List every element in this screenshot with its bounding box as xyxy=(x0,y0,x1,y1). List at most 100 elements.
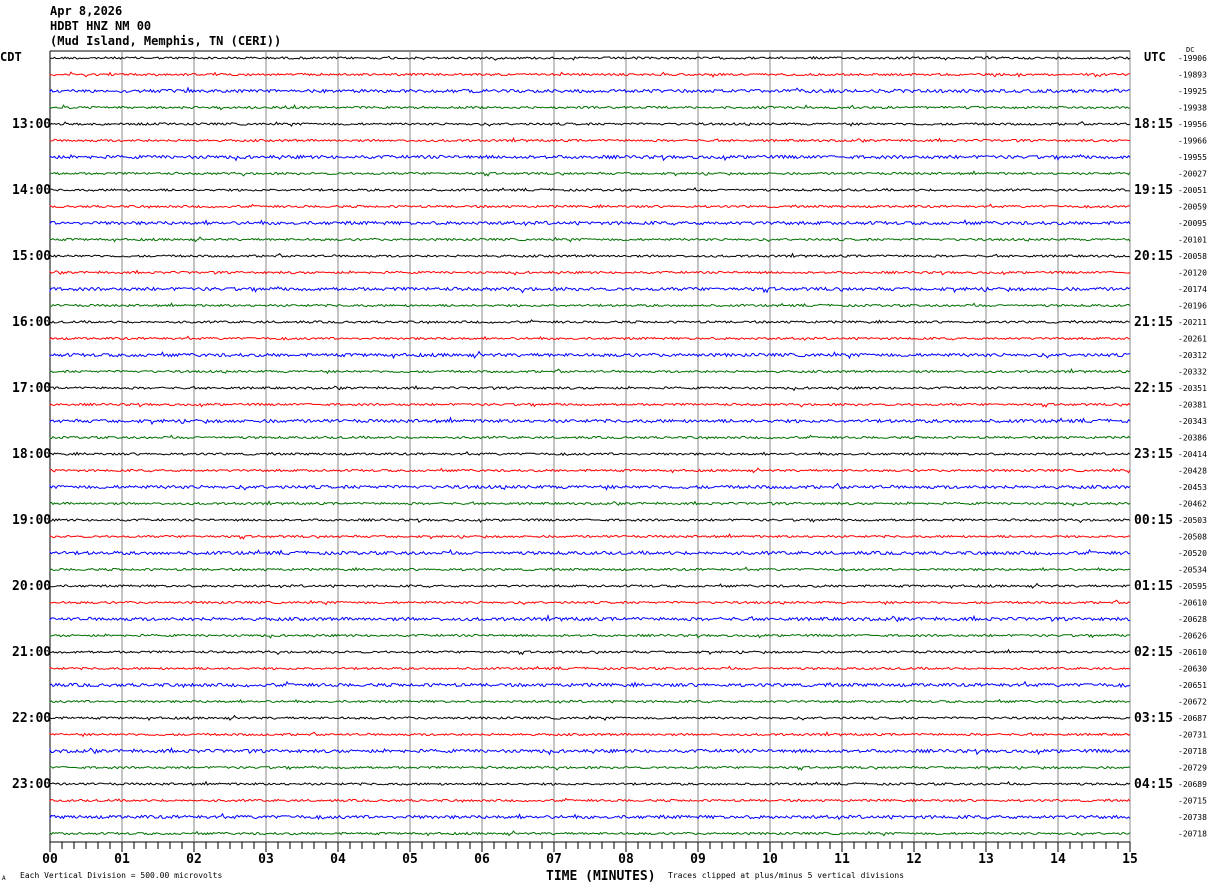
dc-offset-label: -20729 xyxy=(1178,764,1207,773)
dc-offset-label: -20211 xyxy=(1178,318,1207,327)
trace-line xyxy=(49,450,1131,457)
utc-hour-label: 21:15 xyxy=(1134,315,1173,330)
utc-hour-label: 22:15 xyxy=(1134,381,1173,396)
dc-offset-label: -19893 xyxy=(1178,71,1207,80)
dc-offset-label: -20534 xyxy=(1178,566,1207,575)
dc-offset-label: -20610 xyxy=(1178,648,1207,657)
dc-offset-label: -20630 xyxy=(1178,665,1207,674)
trace-line xyxy=(49,517,1131,524)
x-tick-label: 15 xyxy=(1122,852,1138,867)
trace-line xyxy=(49,71,1131,78)
cdt-hour-label: 15:00 xyxy=(12,249,51,264)
dc-offset-label: -20051 xyxy=(1178,186,1207,195)
clip-note: Traces clipped at plus/minus 5 vertical … xyxy=(668,871,904,880)
utc-hour-label: 23:15 xyxy=(1134,447,1173,462)
utc-hour-label: 01:15 xyxy=(1134,579,1173,594)
trace-line xyxy=(49,746,1131,756)
x-tick-label: 09 xyxy=(690,852,706,867)
dc-offset-label: -20381 xyxy=(1178,401,1207,410)
cdt-hour-label: 17:00 xyxy=(12,381,51,396)
trace-line xyxy=(49,86,1131,94)
dc-offset-label: -20626 xyxy=(1178,632,1207,641)
trace-line xyxy=(49,136,1131,143)
trace-line xyxy=(49,385,1131,392)
x-tick-label: 14 xyxy=(1050,852,1066,867)
dc-offset-label: -20428 xyxy=(1178,467,1207,476)
logo-mark: A xyxy=(2,875,6,882)
dc-offset-label: -20503 xyxy=(1178,516,1207,525)
dc-offset-label: -20351 xyxy=(1178,384,1207,393)
utc-hour-label: 04:15 xyxy=(1134,777,1173,792)
dc-offset-label: -20462 xyxy=(1178,500,1207,509)
trace-line xyxy=(49,121,1131,127)
trace-line xyxy=(49,665,1131,671)
dc-offset-label: -20332 xyxy=(1178,368,1207,377)
trace-line xyxy=(49,599,1131,606)
trace-line xyxy=(49,482,1131,491)
trace-line xyxy=(49,187,1131,192)
dc-offset-label: -20386 xyxy=(1178,434,1207,443)
scale-note: Each Vertical Division = 500.00 microvol… xyxy=(20,871,222,880)
dc-offset-label: -20520 xyxy=(1178,549,1207,558)
trace-line xyxy=(49,170,1131,177)
dc-offset-label: -20687 xyxy=(1178,714,1207,723)
trace-line xyxy=(49,285,1131,294)
x-tick-label: 08 xyxy=(618,852,634,867)
dc-offset-label: -19955 xyxy=(1178,153,1207,162)
cdt-axis-label: CDT xyxy=(0,50,22,64)
trace-line xyxy=(49,252,1131,259)
trace-line xyxy=(49,730,1131,738)
dc-offset-label: -20595 xyxy=(1178,582,1207,591)
trace-line xyxy=(49,219,1131,227)
trace-line xyxy=(49,402,1131,408)
dc-offset-label: -20059 xyxy=(1178,203,1207,212)
dc-offset-label: -20672 xyxy=(1178,698,1207,707)
x-axis-title: TIME (MINUTES) xyxy=(546,869,656,884)
trace-line xyxy=(49,434,1131,440)
record-date: Apr 8,2026 xyxy=(50,4,123,18)
cdt-hour-label: 19:00 xyxy=(12,513,51,528)
cdt-hour-label: 18:00 xyxy=(12,447,51,462)
utc-hour-label: 19:15 xyxy=(1134,183,1173,198)
station-location: (Mud Island, Memphis, TN (CERI)) xyxy=(50,34,282,48)
x-tick-label: 11 xyxy=(834,852,850,867)
dc-offset-label: -20718 xyxy=(1178,747,1207,756)
cdt-hour-label: 21:00 xyxy=(12,645,51,660)
trace-line xyxy=(49,830,1131,837)
trace-line xyxy=(49,269,1131,276)
trace-line xyxy=(49,499,1131,507)
trace-line xyxy=(49,582,1131,590)
x-tick-label: 10 xyxy=(762,852,778,867)
trace-line xyxy=(49,350,1131,360)
trace-line xyxy=(49,319,1131,325)
x-tick-label: 02 xyxy=(186,852,202,867)
dc-offset-label: -20610 xyxy=(1178,599,1207,608)
dc-offset-label: -20718 xyxy=(1178,830,1207,839)
x-tick-label: 06 xyxy=(474,852,490,867)
dc-offset-label: -20628 xyxy=(1178,615,1207,624)
dc-offset-label: -20120 xyxy=(1178,269,1207,278)
trace-line xyxy=(49,780,1131,786)
dc-offset-label: -20312 xyxy=(1178,351,1207,360)
trace-line xyxy=(49,416,1131,426)
trace-line xyxy=(49,765,1131,771)
cdt-hour-label: 20:00 xyxy=(12,579,51,594)
x-tick-label: 07 xyxy=(546,852,562,867)
trace-line xyxy=(49,566,1131,572)
dc-offset-label: -19938 xyxy=(1178,104,1207,113)
cdt-hour-label: 14:00 xyxy=(12,183,51,198)
trace-line xyxy=(49,698,1131,704)
cdt-hour-label: 22:00 xyxy=(12,711,51,726)
dc-offset-label: -20196 xyxy=(1178,302,1207,311)
dc-header-label: DC xyxy=(1186,46,1194,54)
dc-offset-label: -20715 xyxy=(1178,797,1207,806)
trace-line xyxy=(49,680,1131,689)
cdt-hour-label: 23:00 xyxy=(12,777,51,792)
dc-offset-label: -20101 xyxy=(1178,236,1207,245)
x-tick-label: 12 xyxy=(906,852,922,867)
x-tick-label: 03 xyxy=(258,852,274,867)
x-tick-label: 00 xyxy=(42,852,58,867)
x-tick-label: 05 xyxy=(402,852,418,867)
dc-offset-label: -20508 xyxy=(1178,533,1207,542)
trace-line xyxy=(49,367,1131,375)
